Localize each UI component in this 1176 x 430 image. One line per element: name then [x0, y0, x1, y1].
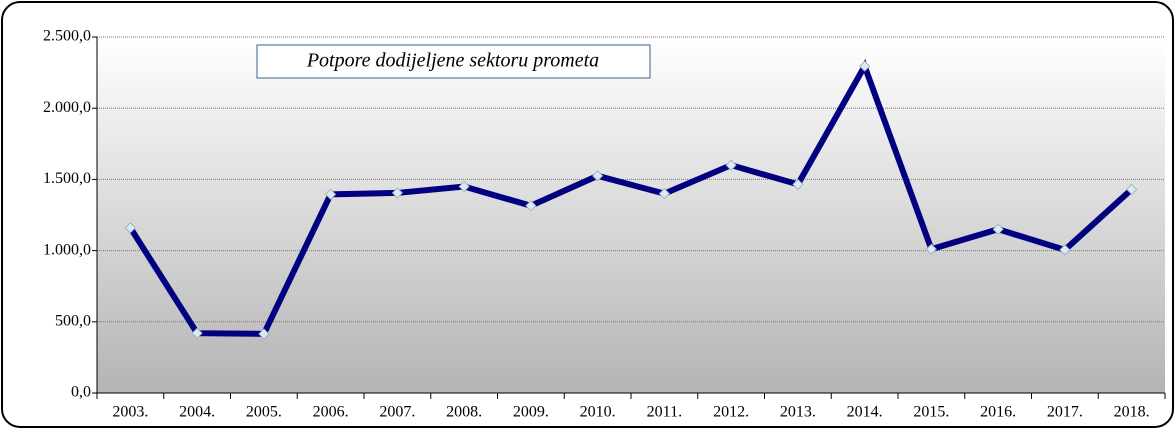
x-tick-label: 2003. [112, 404, 148, 421]
data-point [992, 223, 1004, 235]
x-tick-label: 2014. [847, 404, 883, 421]
data-point [658, 188, 670, 200]
y-tick-label: 1.000,0 [43, 241, 91, 258]
x-tick-label: 2010. [580, 404, 616, 421]
y-tick-label: 2.000,0 [43, 99, 91, 116]
x-tick-label: 2005. [246, 404, 282, 421]
chart-title: Potpore dodijeljene sektoru prometa [306, 50, 599, 72]
y-tick-label: 500,0 [55, 312, 91, 329]
data-point [592, 170, 604, 182]
title-box [256, 44, 651, 79]
plot-area [97, 37, 1165, 393]
data-point [725, 159, 737, 171]
y-tick-label: 2.500,0 [43, 28, 91, 45]
y-tick-label: 1.500,0 [43, 170, 91, 187]
x-tick-label: 2008. [446, 404, 482, 421]
x-tick-label: 2013. [780, 404, 816, 421]
data-point [525, 200, 537, 212]
series-line [127, 59, 1134, 337]
x-tick-label: 2012. [713, 404, 749, 421]
data-point [859, 60, 871, 72]
x-tick-label: 2017. [1047, 404, 1083, 421]
data-point [1126, 183, 1138, 195]
data-point [391, 187, 403, 199]
data-point [458, 180, 470, 193]
data-point [258, 328, 270, 340]
data-point [925, 243, 937, 255]
data-point [1059, 244, 1071, 256]
x-tick-label: 2006. [313, 404, 349, 421]
x-tick-label: 2004. [179, 404, 215, 421]
x-tick-label: 2009. [513, 404, 549, 421]
x-tick-label: 2007. [379, 404, 415, 421]
x-tick-label: 2016. [980, 404, 1016, 421]
data-point [792, 178, 804, 190]
y-tick-label: 0,0 [71, 384, 91, 401]
x-tick-label: 2011. [647, 404, 682, 421]
data-point [325, 188, 337, 200]
data-point [124, 222, 136, 234]
x-tick-label: 2018. [1114, 404, 1150, 421]
data-point [191, 327, 203, 339]
x-tick-label: 2015. [913, 404, 949, 421]
